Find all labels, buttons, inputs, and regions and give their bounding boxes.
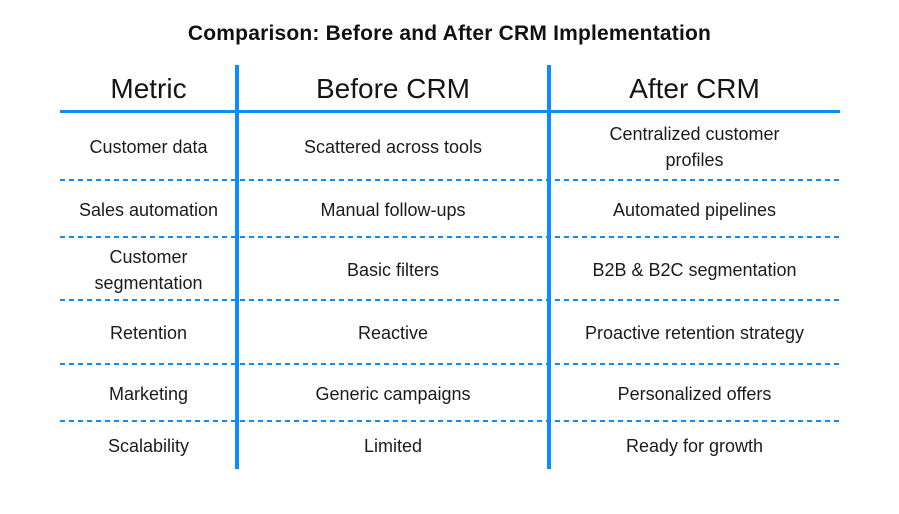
cell-after: Centralized customer profiles [609, 124, 780, 170]
cell-metric: Customer segmentation [94, 246, 203, 293]
table-grid: Metric Before CRM After CRM Customer dat… [60, 65, 840, 469]
column-header-metric: Metric [110, 73, 187, 104]
row-divider [60, 299, 840, 301]
cell-after: Automated pipelines [612, 199, 777, 220]
cell-after: Proactive retention strategy [584, 323, 805, 343]
cell-before: Scattered across tools [303, 137, 483, 157]
row-divider [60, 363, 840, 365]
row-divider [60, 236, 840, 238]
column-divider-2 [547, 65, 551, 469]
cell-metric: Retention [109, 323, 188, 343]
page-title: Comparison: Before and After CRM Impleme… [187, 22, 712, 45]
cell-before: Manual follow-ups [320, 199, 466, 220]
cell-after: Personalized offers [617, 383, 772, 404]
cell-after: Ready for growth [625, 435, 764, 456]
cell-before: Basic filters [346, 259, 440, 280]
cell-after: B2B & B2C segmentation [592, 259, 797, 280]
column-header-after-crm: After CRM [629, 73, 760, 104]
row-divider [60, 420, 840, 422]
cell-before: Limited [363, 435, 423, 456]
comparison-table: Metric Before CRM After CRM Customer dat… [60, 65, 840, 469]
cell-metric: Customer data [89, 137, 208, 157]
cell-before: Reactive [357, 323, 429, 343]
column-header-before-crm: Before CRM [315, 73, 471, 104]
cell-before: Generic campaigns [315, 383, 471, 404]
column-divider-1 [235, 65, 239, 469]
cell-metric: Scalability [107, 435, 190, 456]
cell-metric: Marketing [108, 383, 189, 404]
header-underline [60, 110, 840, 113]
cell-metric: Sales automation [78, 199, 219, 220]
row-divider [60, 179, 840, 181]
